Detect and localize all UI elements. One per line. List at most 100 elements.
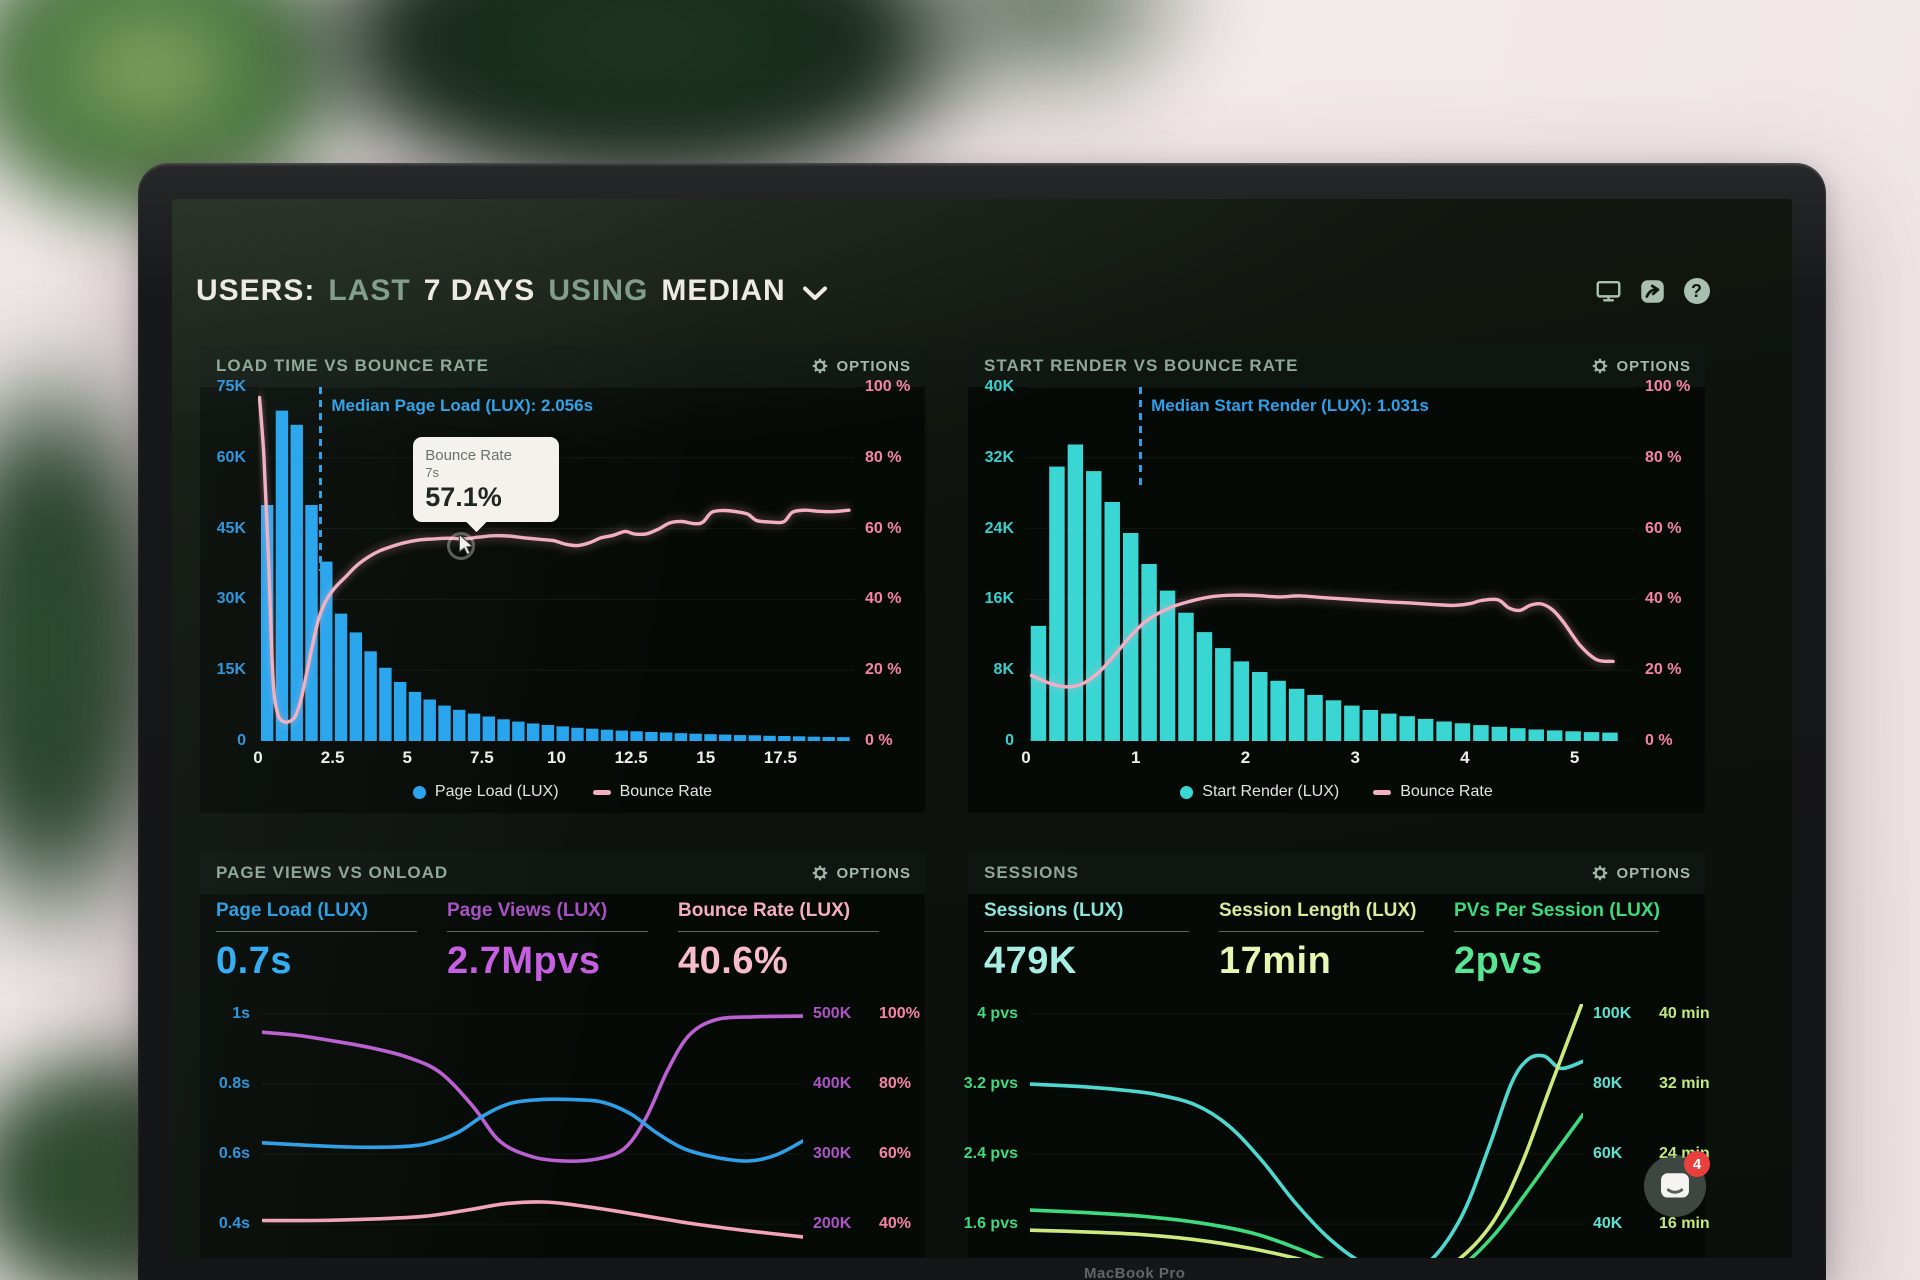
hover-point-ring bbox=[446, 531, 475, 560]
bar bbox=[600, 729, 614, 741]
legend-item[interactable]: Start Render (LUX) bbox=[1180, 783, 1339, 801]
legend-swatch bbox=[412, 785, 426, 799]
y-axis-label: 0 bbox=[237, 732, 246, 749]
panel-header: SESSIONS OPTIONS bbox=[968, 852, 1705, 894]
y-axis-label: 1s bbox=[232, 1004, 250, 1022]
x-axis-label: 2 bbox=[1240, 748, 1251, 767]
bar bbox=[467, 713, 481, 741]
panel-sessions: SESSIONS OPTIONS Sessions (LUX) 479K Sessi… bbox=[964, 852, 1710, 1258]
x-axis-label: 2.5 bbox=[320, 748, 345, 767]
chart-start-render: 40K 32K 24K 16K 8K 0 Median Start Render (LUX… bbox=[968, 378, 1705, 813]
bar bbox=[364, 651, 377, 741]
y-axis-label: 8K bbox=[993, 661, 1014, 679]
y-axis-right: 100K 40 min 80K 32 min 60K 24 min 40K 16 min bbox=[1583, 1004, 1710, 1258]
legend-item[interactable]: Page Load (LUX) bbox=[412, 783, 559, 801]
metric-label: Sessions (LUX) bbox=[984, 900, 1124, 921]
chat-bubble-icon bbox=[1661, 1173, 1689, 1198]
metric-label: PVs Per Session (LUX) bbox=[1454, 900, 1660, 921]
y-axis-right: 100 % 80 % 60 % 40 % 20 % 0 % bbox=[855, 378, 925, 749]
median-label: Median Start Render (LUX): 1.031s bbox=[1151, 396, 1429, 415]
metric-label: Session Length (LUX) bbox=[1219, 900, 1417, 921]
plot-area[interactable]: Median Start Render (LUX): 1.031s bbox=[1026, 387, 1635, 741]
options-button[interactable]: OPTIONS bbox=[1592, 865, 1691, 882]
metric-underline bbox=[1454, 931, 1659, 932]
y-axis-label: 40K 16 min bbox=[1593, 1215, 1710, 1233]
display-icon[interactable] bbox=[1595, 278, 1622, 305]
y-axis-label: 300K 60% bbox=[813, 1144, 912, 1162]
y-axis-label: 500K 100% bbox=[813, 1004, 920, 1022]
y-axis-label: 30K bbox=[216, 590, 246, 608]
legend-swatch bbox=[1373, 789, 1392, 795]
users-period-dropdown[interactable]: USERS: LAST 7 DAYS USING MEDIAN bbox=[196, 274, 827, 308]
bar bbox=[733, 735, 747, 741]
panel-header: LOAD TIME VS BOUNCE RATE OPTIONS bbox=[200, 345, 925, 387]
y-axis-label: 40 % bbox=[865, 590, 902, 608]
tooltip-value: 57.1% bbox=[425, 481, 502, 512]
y-axis-label: 2.4 pvs bbox=[963, 1144, 1018, 1162]
series-line bbox=[1030, 1115, 1583, 1258]
intercom-chat-button[interactable]: 4 bbox=[1644, 1151, 1710, 1217]
legend-label: Bounce Rate bbox=[619, 783, 713, 800]
metric-underline bbox=[678, 931, 879, 932]
bar bbox=[349, 632, 363, 741]
y-axis-label: 60 % bbox=[1645, 519, 1682, 537]
legend-item[interactable]: Bounce Rate bbox=[592, 783, 713, 801]
series-line bbox=[1030, 1055, 1583, 1258]
bar bbox=[408, 691, 422, 741]
bar bbox=[275, 410, 289, 741]
options-button[interactable]: OPTIONS bbox=[812, 358, 911, 375]
bar bbox=[1178, 612, 1194, 741]
plot-svg bbox=[258, 387, 855, 741]
y-axis-label: 24K bbox=[984, 519, 1014, 537]
panel-load-time-vs-bounce-rate: LOAD TIME VS BOUNCE RATE OPTIONS 75K 60K 4… bbox=[200, 345, 925, 813]
panel-title: SESSIONS bbox=[984, 863, 1079, 882]
metric-label: Bounce Rate (LUX) bbox=[678, 900, 851, 921]
metric: Bounce Rate (LUX) 40.6% bbox=[678, 900, 909, 1004]
median-line bbox=[1139, 387, 1143, 487]
metric: PVs Per Session (LUX) 2pvs bbox=[1454, 900, 1689, 1004]
bar bbox=[1546, 730, 1563, 741]
bar bbox=[320, 561, 333, 741]
options-label: OPTIONS bbox=[836, 357, 911, 375]
bar bbox=[512, 721, 525, 741]
bar bbox=[659, 732, 673, 741]
series-line bbox=[262, 1099, 803, 1161]
metric: Sessions (LUX) 479K bbox=[984, 900, 1219, 1004]
bar bbox=[1399, 716, 1415, 741]
y-axis-label: 80K 32 min bbox=[1593, 1075, 1710, 1093]
metric-value: 17min bbox=[1219, 940, 1332, 982]
bar bbox=[1196, 632, 1213, 741]
metrics-row: Sessions (LUX) 479K Session Length (LUX) 17… bbox=[968, 894, 1705, 1004]
bar bbox=[438, 705, 451, 741]
x-axis-label: 4 bbox=[1460, 748, 1470, 767]
options-button[interactable]: OPTIONS bbox=[812, 865, 911, 882]
legend-item[interactable]: Bounce Rate bbox=[1373, 783, 1493, 801]
bar bbox=[1049, 466, 1065, 741]
laptop-brand-text: MacBook Pro bbox=[1084, 1265, 1186, 1280]
plot-area[interactable]: Median Page Load (LUX): 2.056s Bounce Ra… bbox=[258, 387, 855, 741]
y-axis-label: 200K 40% bbox=[813, 1215, 912, 1233]
y-axis-label: 100K 40 min bbox=[1593, 1004, 1710, 1022]
panel-page-views-vs-onload: PAGE VIEWS VS ONLOAD OPTIONS Page Load (… bbox=[200, 852, 925, 1258]
help-icon[interactable]: ? bbox=[1683, 278, 1710, 305]
plot-svg bbox=[1030, 1004, 1583, 1258]
bar bbox=[423, 699, 436, 741]
header-title-part: USERS: bbox=[196, 274, 316, 307]
metric: Session Length (LUX) 17min bbox=[1219, 900, 1454, 1004]
panel-title: PAGE VIEWS VS ONLOAD bbox=[216, 863, 449, 882]
share-icon[interactable] bbox=[1639, 278, 1666, 305]
y-axis-label: 75K bbox=[216, 378, 246, 395]
bar bbox=[290, 424, 303, 741]
notification-badge: 4 bbox=[1684, 1151, 1710, 1177]
y-axis-label: 1.6 pvs bbox=[963, 1215, 1018, 1233]
options-button[interactable]: OPTIONS bbox=[1592, 358, 1691, 375]
metric-value: 40.6% bbox=[678, 940, 789, 982]
dashboard-header: USERS: LAST 7 DAYS USING MEDIAN ? bbox=[196, 269, 1768, 313]
bar bbox=[556, 726, 569, 741]
plot-area[interactable] bbox=[1030, 1004, 1583, 1258]
y-axis-right: 500K 100% 400K 80% 300K 60% 200K 40% bbox=[803, 1004, 925, 1258]
plot-area[interactable] bbox=[262, 1004, 803, 1258]
bar bbox=[822, 737, 835, 741]
y-axis-label: 32K bbox=[984, 448, 1014, 466]
